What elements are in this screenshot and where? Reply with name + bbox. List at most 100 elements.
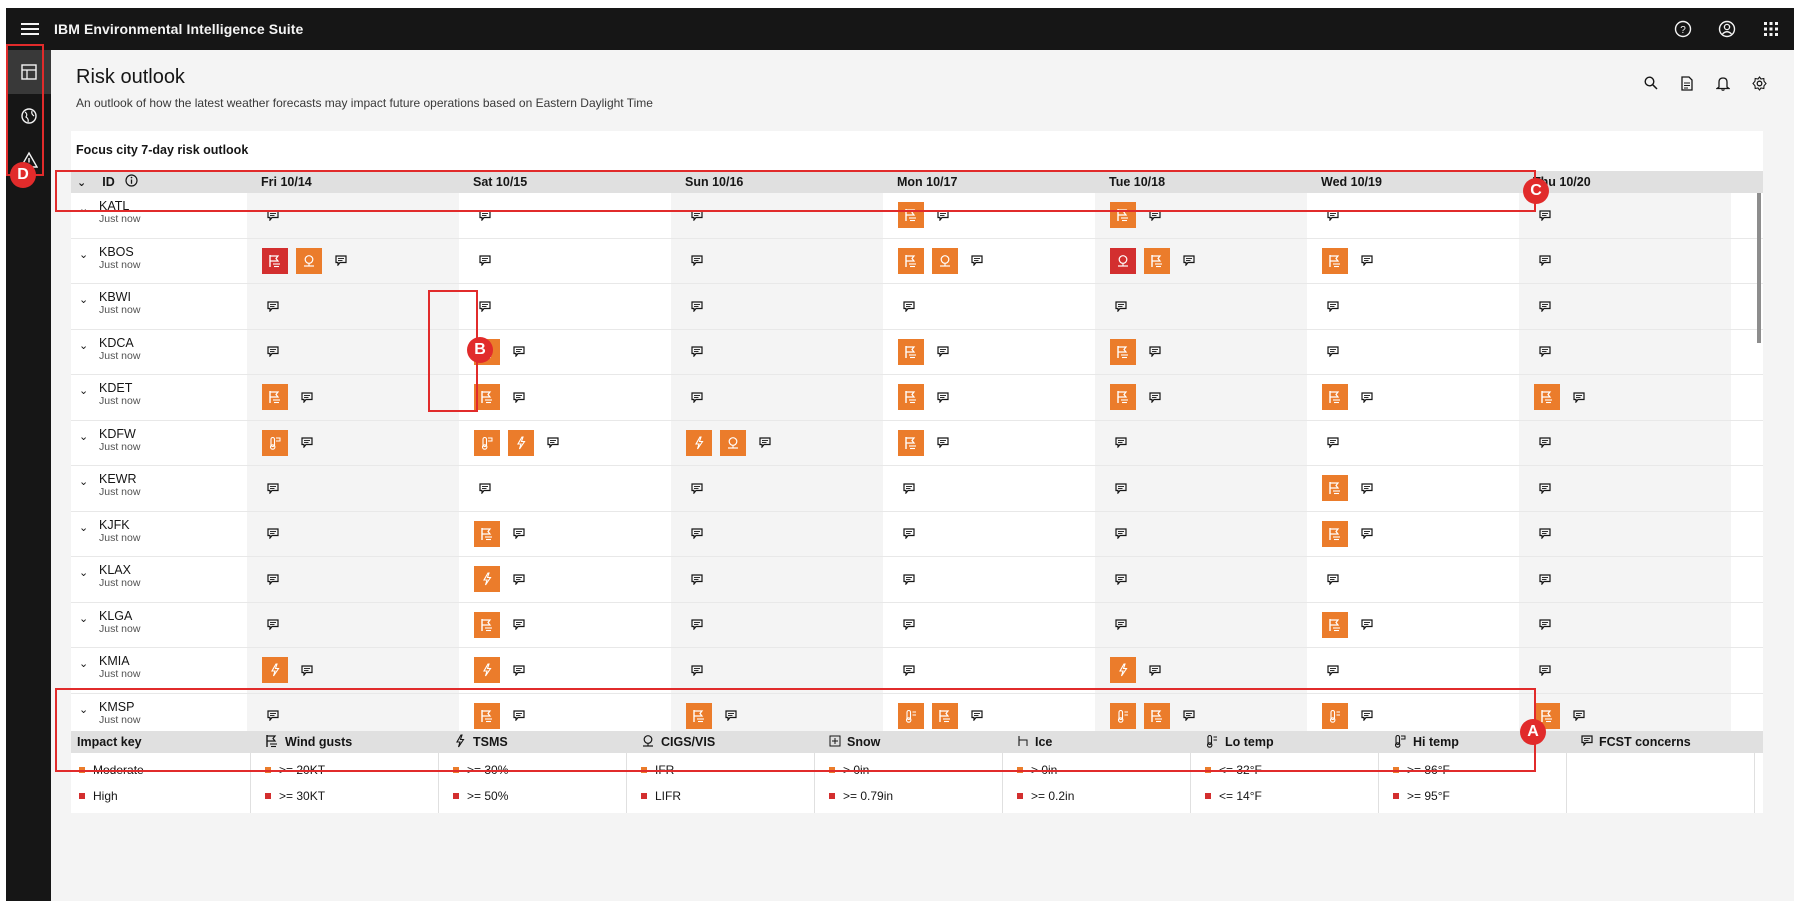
forecast-note-icon[interactable] [1322, 295, 1344, 317]
forecast-note-icon[interactable] [262, 295, 284, 317]
expand-row-chevron-icon[interactable]: ⌄ [79, 567, 89, 579]
report-icon[interactable] [1678, 74, 1696, 92]
thunderstorm-icon[interactable] [262, 657, 288, 684]
forecast-note-icon[interactable] [966, 250, 988, 272]
lo-temp-icon[interactable] [1322, 702, 1348, 729]
expand-row-chevron-icon[interactable]: ⌄ [79, 612, 89, 625]
wind-gust-icon[interactable] [898, 247, 924, 274]
globe-icon[interactable] [6, 94, 51, 138]
wind-gust-icon[interactable] [1322, 611, 1348, 638]
forecast-note-icon[interactable] [1534, 250, 1556, 272]
forecast-note-icon[interactable] [1534, 341, 1556, 363]
table-row[interactable]: ⌄ KEWR Just now [71, 466, 1763, 512]
app-name[interactable]: IBM Environmental Intelligence Suite [54, 21, 304, 37]
forecast-note-icon[interactable] [1322, 659, 1344, 681]
expand-row-chevron-icon[interactable]: ⌄ [79, 339, 89, 352]
wind-gust-icon[interactable] [1322, 384, 1348, 411]
forecast-note-icon[interactable] [1110, 523, 1132, 545]
expand-row-chevron-icon[interactable]: ⌄ [79, 521, 89, 534]
forecast-note-icon[interactable] [474, 477, 496, 499]
wind-gust-icon[interactable] [686, 702, 712, 729]
forecast-note-icon[interactable] [1568, 705, 1590, 727]
expand-row-chevron-icon[interactable]: ⌄ [79, 203, 89, 215]
forecast-note-icon[interactable] [686, 477, 708, 499]
forecast-note-icon[interactable] [474, 295, 496, 317]
forecast-note-icon[interactable] [898, 477, 920, 499]
forecast-note-icon[interactable] [330, 250, 352, 272]
notification-icon[interactable] [1714, 74, 1732, 92]
forecast-note-icon[interactable] [262, 477, 284, 499]
table-row[interactable]: ⌄ KLGA Just now [71, 602, 1763, 648]
wind-gust-icon[interactable] [474, 384, 500, 411]
cigs-vis-icon[interactable] [1110, 247, 1136, 274]
forecast-note-icon[interactable] [1110, 568, 1132, 590]
forecast-note-icon[interactable] [686, 568, 708, 590]
forecast-note-icon[interactable] [754, 432, 776, 454]
expand-row-chevron-icon[interactable]: ⌄ [79, 430, 89, 443]
forecast-note-icon[interactable] [508, 386, 530, 408]
forecast-note-icon[interactable] [1534, 523, 1556, 545]
expand-row-chevron-icon[interactable]: ⌄ [79, 294, 89, 306]
forecast-note-icon[interactable] [898, 295, 920, 317]
forecast-note-icon[interactable] [1322, 432, 1344, 454]
wind-gust-icon[interactable] [898, 338, 924, 365]
menu-icon[interactable] [6, 8, 54, 50]
wind-gust-icon[interactable] [474, 611, 500, 638]
table-row[interactable]: ⌄ KBOS Just now [71, 238, 1763, 284]
wind-gust-icon[interactable] [262, 247, 288, 274]
forecast-note-icon[interactable] [686, 523, 708, 545]
thunderstorm-icon[interactable] [474, 657, 500, 684]
forecast-note-icon[interactable] [1110, 295, 1132, 317]
cigs-vis-icon[interactable] [296, 247, 322, 274]
forecast-note-icon[interactable] [898, 614, 920, 636]
table-row[interactable]: ⌄ KDET Just now [71, 375, 1763, 421]
forecast-note-icon[interactable] [898, 523, 920, 545]
forecast-note-icon[interactable] [1534, 614, 1556, 636]
forecast-note-icon[interactable] [508, 341, 530, 363]
forecast-note-icon[interactable] [686, 659, 708, 681]
forecast-note-icon[interactable] [686, 614, 708, 636]
forecast-note-icon[interactable] [686, 386, 708, 408]
forecast-note-icon[interactable] [1356, 386, 1378, 408]
thunderstorm-icon[interactable] [686, 429, 712, 456]
thunderstorm-icon[interactable] [1110, 657, 1136, 684]
forecast-note-icon[interactable] [932, 432, 954, 454]
vertical-scrollbar[interactable] [1757, 193, 1761, 343]
forecast-note-icon[interactable] [474, 250, 496, 272]
forecast-note-icon[interactable] [686, 250, 708, 272]
forecast-note-icon[interactable] [1322, 568, 1344, 590]
forecast-note-icon[interactable] [1534, 568, 1556, 590]
wind-gust-icon[interactable] [1110, 202, 1136, 229]
forecast-note-icon[interactable] [1322, 341, 1344, 363]
wind-gust-icon[interactable] [898, 384, 924, 411]
forecast-note-icon[interactable] [1356, 250, 1378, 272]
forecast-note-icon[interactable] [1144, 659, 1166, 681]
forecast-note-icon[interactable] [1144, 386, 1166, 408]
user-icon[interactable] [1714, 16, 1740, 42]
forecast-note-icon[interactable] [1178, 250, 1200, 272]
forecast-note-icon[interactable] [508, 614, 530, 636]
forecast-note-icon[interactable] [262, 523, 284, 545]
forecast-note-icon[interactable] [296, 659, 318, 681]
forecast-note-icon[interactable] [508, 659, 530, 681]
expand-row-chevron-icon[interactable]: ⌄ [79, 248, 89, 261]
forecast-note-icon[interactable] [508, 705, 530, 727]
forecast-note-icon[interactable] [1534, 659, 1556, 681]
hi-temp-icon[interactable] [262, 429, 288, 456]
wind-gust-icon[interactable] [262, 384, 288, 411]
forecast-note-icon[interactable] [932, 386, 954, 408]
table-row[interactable]: ⌄ KBWI Just now [71, 284, 1763, 330]
table-row[interactable]: ⌄ KJFK Just now [71, 511, 1763, 557]
wind-gust-icon[interactable] [898, 202, 924, 229]
forecast-note-icon[interactable] [262, 705, 284, 727]
forecast-note-icon[interactable] [720, 705, 742, 727]
forecast-note-icon[interactable] [508, 523, 530, 545]
wind-gust-icon[interactable] [1534, 384, 1560, 411]
wind-gust-icon[interactable] [474, 702, 500, 729]
forecast-note-icon[interactable] [1356, 614, 1378, 636]
search-icon[interactable] [1642, 74, 1660, 92]
wind-gust-icon[interactable] [1322, 520, 1348, 547]
forecast-note-icon[interactable] [296, 386, 318, 408]
id-header[interactable]: ⌄ ID [71, 174, 247, 190]
expand-row-chevron-icon[interactable]: ⌄ [79, 703, 89, 716]
